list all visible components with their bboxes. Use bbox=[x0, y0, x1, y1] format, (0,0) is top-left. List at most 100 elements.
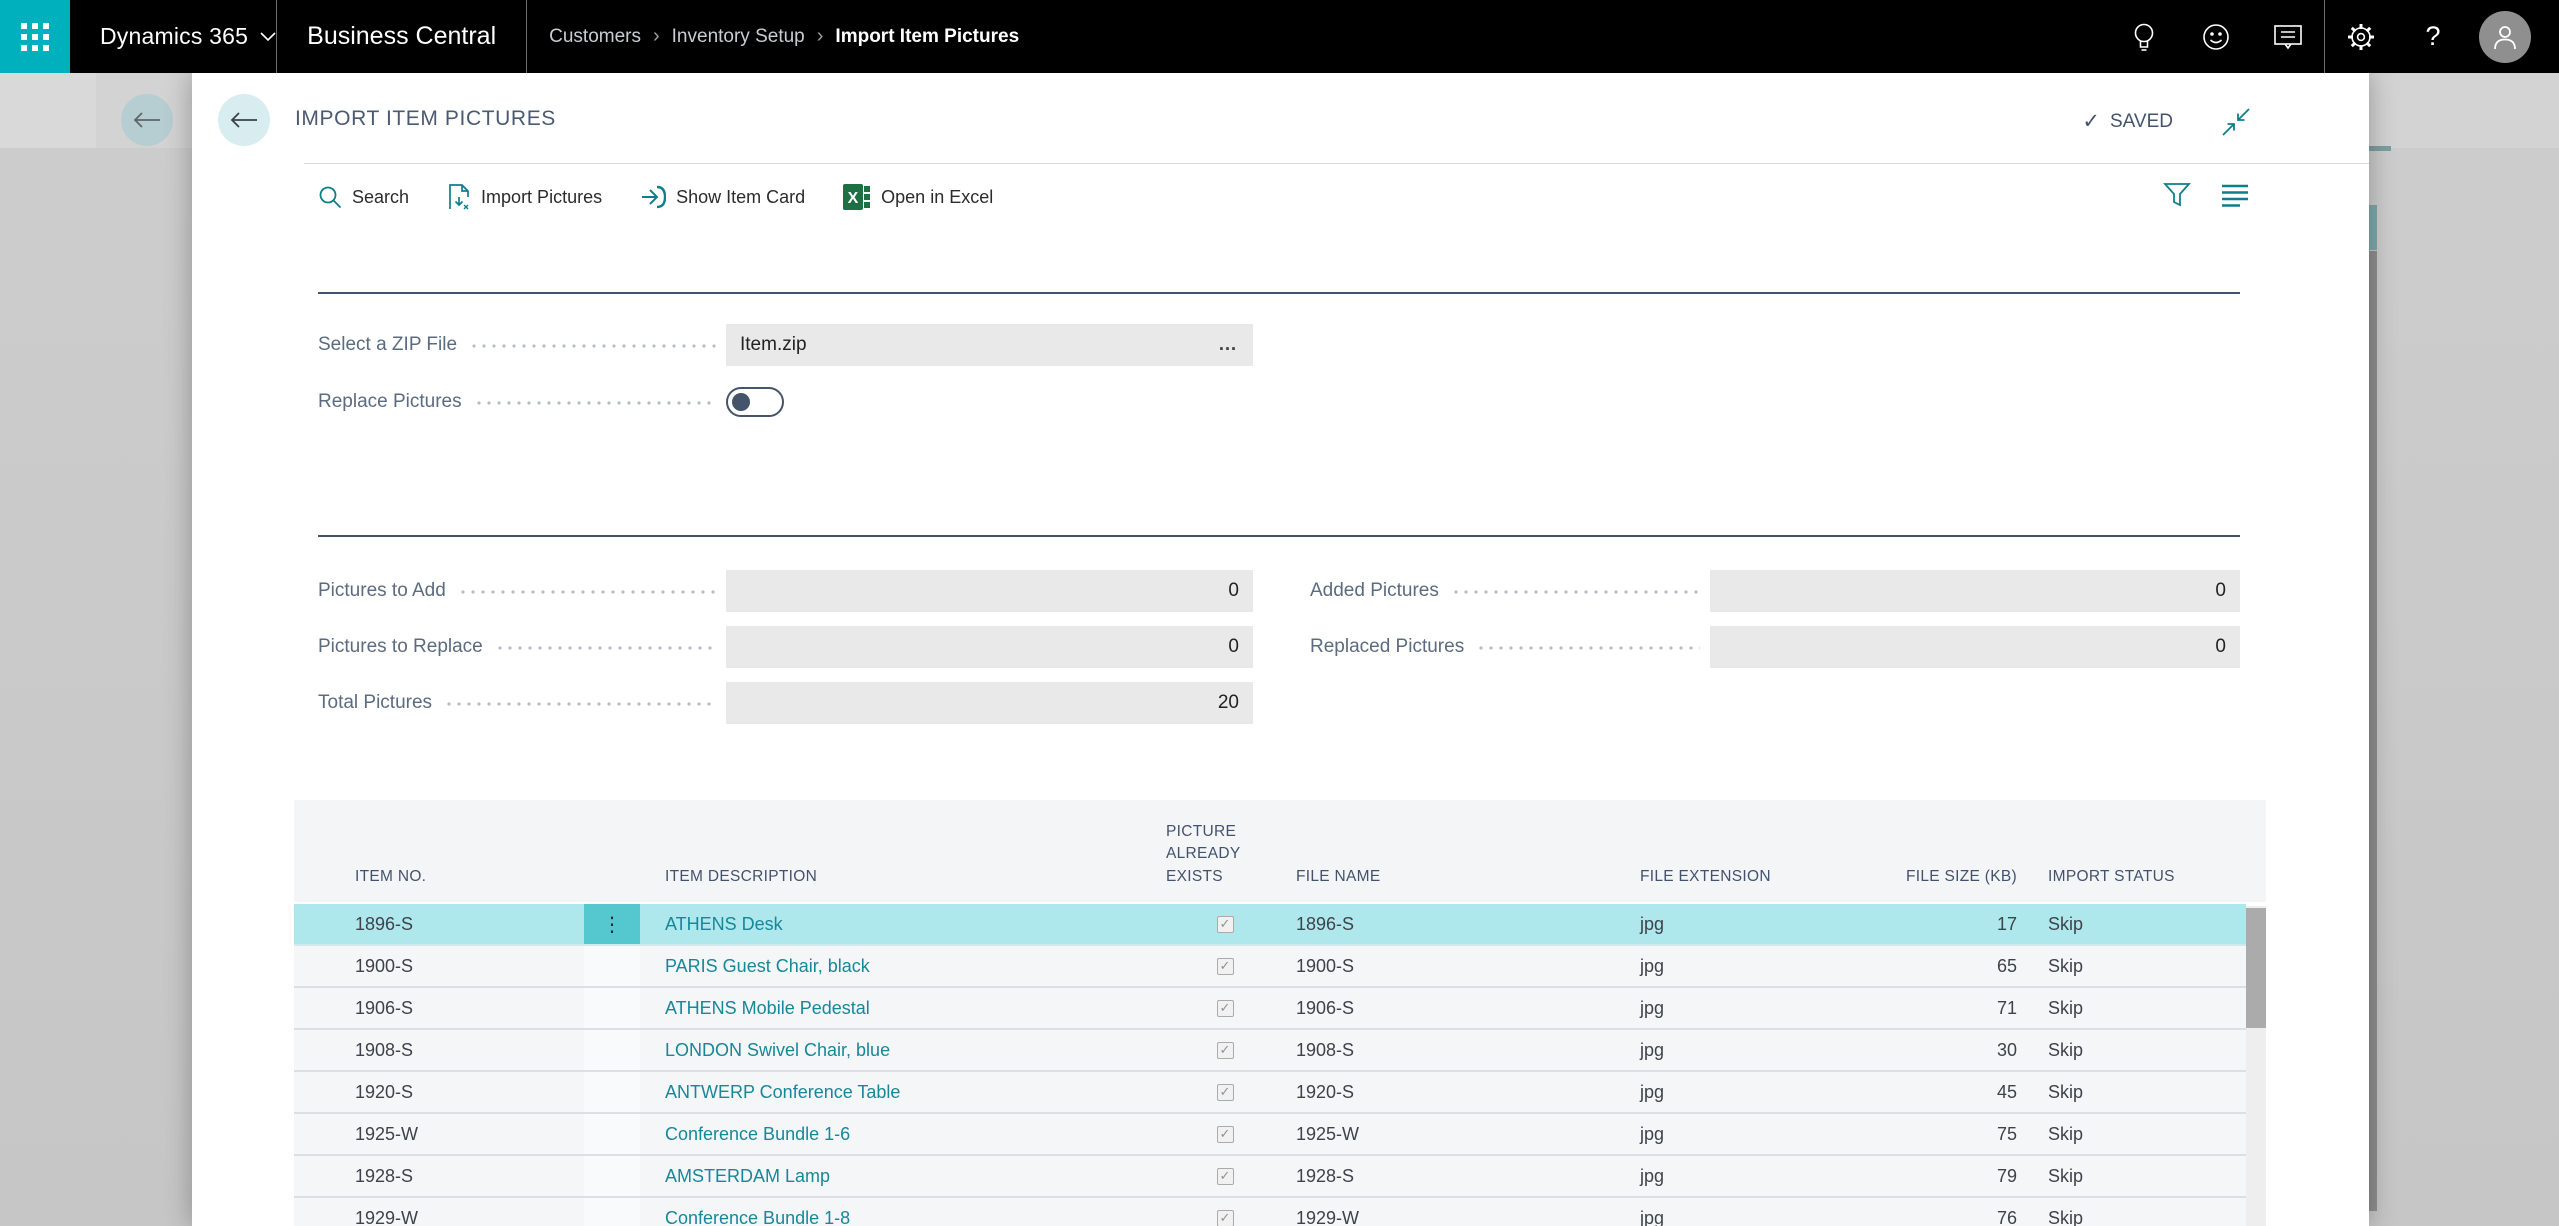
cell-file-extension: jpg bbox=[1640, 997, 1665, 1018]
row-menu-button[interactable] bbox=[584, 1030, 640, 1070]
cell-import-status: Skip bbox=[2048, 1081, 2084, 1102]
cell-file-name: 1920-S bbox=[1296, 1081, 1355, 1102]
added-pictures-value: 0 bbox=[1710, 570, 2240, 612]
row-menu-button[interactable] bbox=[584, 1156, 640, 1196]
save-status: ✓ SAVED bbox=[2082, 109, 2173, 134]
item-description-link[interactable]: Conference Bundle 1-6 bbox=[665, 1123, 851, 1144]
picture-exists-checkbox[interactable]: ✓ bbox=[1216, 999, 1234, 1017]
breadcrumb-customers[interactable]: Customers bbox=[549, 25, 641, 47]
picture-exists-checkbox[interactable]: ✓ bbox=[1216, 1125, 1234, 1143]
search-icon bbox=[319, 186, 342, 209]
column-header-item-no[interactable]: ITEM NO. bbox=[355, 867, 427, 885]
zip-file-input[interactable]: Item.zip … bbox=[726, 324, 1253, 366]
item-description-link[interactable]: Conference Bundle 1-8 bbox=[665, 1207, 851, 1226]
column-header-file-size[interactable]: FILE SIZE (KB) bbox=[1906, 867, 2017, 885]
feedback-smiley-button[interactable] bbox=[2180, 0, 2252, 73]
row-menu-button[interactable] bbox=[584, 1114, 640, 1154]
browse-ellipsis-button[interactable]: … bbox=[1218, 334, 1239, 355]
exit-fullscreen-button[interactable] bbox=[2219, 105, 2253, 139]
item-description-link[interactable]: ANTWERP Conference Table bbox=[665, 1081, 901, 1102]
table-row[interactable]: 1908-S LONDON Swivel Chair, blue ✓ 1908-… bbox=[294, 1030, 2246, 1072]
dynamics365-menu[interactable]: Dynamics 365 bbox=[100, 0, 276, 73]
search-button[interactable]: Search bbox=[318, 185, 409, 209]
check-icon: ✓ bbox=[2082, 110, 2100, 133]
cell-item-no: 1928-S bbox=[355, 1165, 414, 1186]
picture-exists-checkbox[interactable]: ✓ bbox=[1216, 915, 1234, 933]
replace-pictures-toggle[interactable] bbox=[726, 387, 784, 417]
item-description-link[interactable]: LONDON Swivel Chair, blue bbox=[665, 1039, 891, 1060]
back-button[interactable] bbox=[218, 94, 270, 146]
item-description-link[interactable]: AMSTERDAM Lamp bbox=[665, 1165, 831, 1186]
table-row[interactable]: 1896-S ⋮ ATHENS Desk ✓ 1896-S jpg 17 Ski… bbox=[294, 904, 2246, 946]
cell-file-size: 71 bbox=[1996, 997, 2017, 1018]
table-scrollbar[interactable] bbox=[2246, 906, 2266, 1226]
list-view-button[interactable] bbox=[2219, 179, 2251, 211]
cell-file-extension: jpg bbox=[1640, 1123, 1665, 1144]
row-menu-button[interactable]: ⋮ bbox=[584, 904, 640, 944]
table-row[interactable]: 1920-S ANTWERP Conference Table ✓ 1920-S… bbox=[294, 1072, 2246, 1114]
app-launcher-button[interactable] bbox=[0, 0, 70, 73]
scrollbar-thumb[interactable] bbox=[2246, 908, 2266, 1028]
topbar-divider bbox=[526, 0, 528, 73]
list-icon bbox=[2222, 184, 2248, 207]
background-back-button bbox=[121, 94, 173, 146]
messages-button[interactable] bbox=[2252, 0, 2324, 73]
item-description-link[interactable]: ATHENS Desk bbox=[665, 913, 783, 934]
row-menu-button[interactable] bbox=[584, 1198, 640, 1226]
cell-import-status: Skip bbox=[2048, 1039, 2084, 1060]
table-row[interactable]: 1928-S AMSTERDAM Lamp ✓ 1928-S jpg 79 Sk… bbox=[294, 1156, 2246, 1198]
breadcrumb-separator: › bbox=[816, 25, 824, 47]
pictures-to-replace-value: 0 bbox=[726, 626, 1253, 668]
breadcrumb-current-page: Import Item Pictures bbox=[835, 25, 1020, 47]
column-header-item-description[interactable]: ITEM DESCRIPTION bbox=[665, 867, 818, 885]
row-menu-button[interactable] bbox=[584, 1072, 640, 1112]
row-menu-button[interactable] bbox=[584, 988, 640, 1028]
excel-icon: X bbox=[843, 184, 871, 210]
zip-file-label: Select a ZIP File bbox=[318, 334, 458, 355]
whats-new-button[interactable] bbox=[2108, 0, 2180, 73]
business-central-home-link[interactable]: Business Central bbox=[307, 22, 497, 50]
cell-item-no: 1925-W bbox=[355, 1123, 419, 1144]
column-header-picture-already-exists[interactable]: PICTURE ALREADY EXISTS bbox=[1166, 822, 1241, 885]
table-row[interactable]: 1906-S ATHENS Mobile Pedestal ✓ 1906-S j… bbox=[294, 988, 2246, 1030]
total-pictures-label: Total Pictures bbox=[318, 692, 433, 713]
cell-import-status: Skip bbox=[2048, 913, 2084, 934]
cell-picture-already-exists: ✓ bbox=[1160, 1114, 1290, 1154]
show-item-card-button[interactable]: Show Item Card bbox=[640, 185, 805, 209]
table-row[interactable]: 1900-S PARIS Guest Chair, black ✓ 1900-S… bbox=[294, 946, 2246, 988]
gear-icon bbox=[2348, 23, 2374, 50]
item-description-link[interactable]: PARIS Guest Chair, black bbox=[665, 955, 870, 976]
import-pictures-button[interactable]: Import Pictures bbox=[447, 184, 602, 210]
row-menu-button[interactable] bbox=[584, 946, 640, 986]
cell-file-size: 76 bbox=[1996, 1207, 2017, 1226]
cell-file-extension: jpg bbox=[1640, 913, 1665, 934]
open-in-excel-button[interactable]: X Open in Excel bbox=[843, 184, 993, 210]
picture-exists-checkbox[interactable]: ✓ bbox=[1216, 1167, 1234, 1185]
cell-item-description: LONDON Swivel Chair, blue bbox=[640, 1030, 1160, 1070]
cell-import-status: Skip bbox=[2048, 997, 2084, 1018]
help-button[interactable]: ? bbox=[2397, 0, 2469, 73]
replaced-pictures-label: Replaced Pictures bbox=[1310, 636, 1465, 657]
item-description-link[interactable]: ATHENS Mobile Pedestal bbox=[665, 997, 870, 1018]
column-header-file-extension[interactable]: FILE EXTENSION bbox=[1640, 867, 1771, 885]
table-row[interactable]: 1925-W Conference Bundle 1-6 ✓ 1925-W jp… bbox=[294, 1114, 2246, 1156]
cell-file-size: 75 bbox=[1996, 1123, 2017, 1144]
column-header-file-name[interactable]: FILE NAME bbox=[1296, 867, 1381, 885]
toolbar-divider bbox=[304, 163, 2369, 164]
table-row[interactable]: 1929-W Conference Bundle 1-8 ✓ 1929-W jp… bbox=[294, 1198, 2246, 1226]
cell-item-no: 1896-S bbox=[355, 913, 414, 934]
picture-exists-checkbox[interactable]: ✓ bbox=[1216, 1209, 1234, 1226]
column-header-import-status[interactable]: IMPORT STATUS bbox=[2048, 867, 2175, 885]
cell-file-name: 1929-W bbox=[1296, 1207, 1360, 1226]
picture-exists-checkbox[interactable]: ✓ bbox=[1216, 957, 1234, 975]
filter-button[interactable] bbox=[2161, 179, 2193, 211]
settings-button[interactable] bbox=[2325, 0, 2397, 73]
cell-import-status: Skip bbox=[2048, 1207, 2084, 1226]
picture-exists-checkbox[interactable]: ✓ bbox=[1216, 1041, 1234, 1059]
group-divider bbox=[318, 292, 2240, 294]
cell-file-name: 1906-S bbox=[1296, 997, 1355, 1018]
account-avatar[interactable] bbox=[2479, 10, 2531, 63]
picture-exists-checkbox[interactable]: ✓ bbox=[1216, 1083, 1234, 1101]
waffle-icon bbox=[21, 22, 49, 51]
breadcrumb-inventory-setup[interactable]: Inventory Setup bbox=[671, 25, 805, 47]
